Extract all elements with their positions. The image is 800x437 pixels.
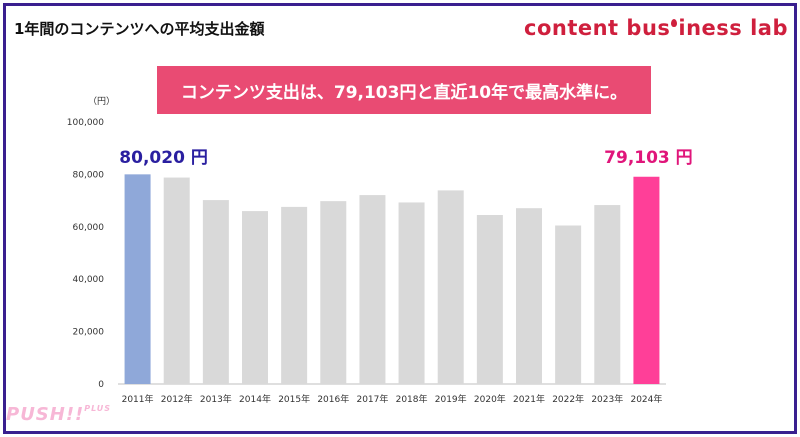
bar-2014年 xyxy=(242,211,268,384)
watermark-logo-sup: PLUS xyxy=(84,404,112,413)
x-tick-label: 2012年 xyxy=(161,393,193,405)
brand-logo-prefix: content bus xyxy=(524,16,671,40)
y-tick-label: 0 xyxy=(98,380,104,390)
y-tick-label: 40,000 xyxy=(73,275,105,285)
headline-banner: コンテンツ支出は、79,103円と直近10年で最高水準に。 xyxy=(157,66,651,114)
bar-2016年 xyxy=(320,201,347,384)
x-tick-label: 2020年 xyxy=(474,393,506,405)
x-tick-label: 2019年 xyxy=(435,393,467,405)
x-tick-label: 2022年 xyxy=(552,393,584,405)
bar-2013年 xyxy=(202,200,229,384)
bar-2012年 xyxy=(163,177,190,384)
x-tick-label: 2024年 xyxy=(630,393,662,405)
bar-2022年 xyxy=(555,225,582,384)
bar-2024年 xyxy=(633,176,660,384)
y-tick-label: 80,000 xyxy=(73,170,105,180)
x-tick-label: 2013年 xyxy=(200,393,232,405)
brand-logo: content bus iness lab xyxy=(524,16,788,40)
bar-2018年 xyxy=(398,202,425,384)
y-axis-unit-label: （円） xyxy=(88,97,116,107)
x-tick-label: 2021年 xyxy=(513,393,545,405)
y-tick-label: 20,000 xyxy=(73,328,105,338)
bar-2011年 xyxy=(124,174,151,384)
bar-2017年 xyxy=(359,195,386,384)
data-label: 79,103 円 xyxy=(604,148,693,168)
bar-2023年 xyxy=(594,205,621,384)
x-tick-label: 2018年 xyxy=(396,393,428,405)
page-title: 1年間のコンテンツへの平均支出金額 xyxy=(14,20,265,38)
bar-2021年 xyxy=(516,208,542,384)
x-tick-label: 2016年 xyxy=(317,393,349,405)
x-tick-label: 2023年 xyxy=(591,393,623,405)
brand-logo-suffix: iness lab xyxy=(678,16,788,40)
data-label: 80,020 円 xyxy=(119,148,208,168)
bar-2019年 xyxy=(437,190,464,384)
x-tick-label: 2017年 xyxy=(356,393,388,405)
bar-2020年 xyxy=(476,215,503,384)
y-tick-label: 100,000 xyxy=(67,118,104,128)
x-tick-label: 2011年 xyxy=(122,393,154,405)
headline-banner-text: コンテンツ支出は、79,103円と直近10年で最高水準に。 xyxy=(180,82,628,103)
drop-icon xyxy=(671,19,678,27)
watermark-logo-main: PUSH!! xyxy=(6,404,85,425)
bar-2015年 xyxy=(281,206,308,384)
x-tick-label: 2015年 xyxy=(278,393,310,405)
x-tick-label: 2014年 xyxy=(239,393,271,405)
y-tick-label: 60,000 xyxy=(73,223,105,233)
watermark-logo: PUSH!!PLUS xyxy=(6,404,111,425)
